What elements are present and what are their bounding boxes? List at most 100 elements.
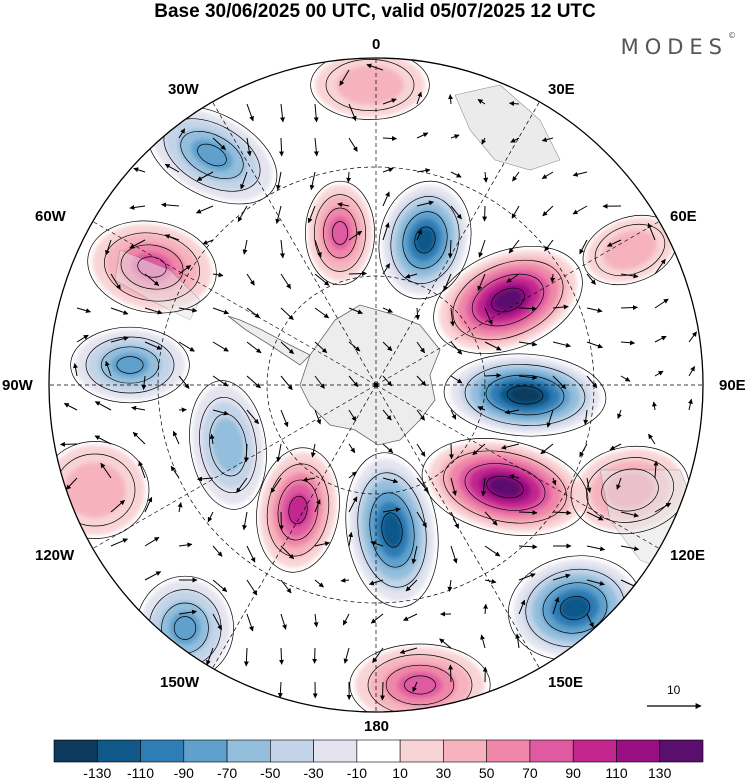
chart-title: Base 30/06/2025 00 UTC, valid 05/07/2025… xyxy=(154,1,596,22)
wind-vector-248 xyxy=(280,613,287,630)
colorbar-swatch-0 xyxy=(53,739,98,763)
wind-vector-114 xyxy=(416,341,426,354)
wind-vector-155 xyxy=(504,409,520,415)
streamline-ring-3-2 xyxy=(402,211,448,269)
wind-vector-112 xyxy=(348,341,361,352)
wind-vector-110 xyxy=(280,341,294,355)
wind-vector-57 xyxy=(279,239,285,259)
wind-vector-15 xyxy=(313,137,319,157)
wind-vector-71 xyxy=(178,264,192,275)
wind-vector-195 xyxy=(616,477,622,490)
lon-label-30w: 30W xyxy=(168,81,199,98)
wind-vector-62 xyxy=(447,239,453,259)
wind-vector-150 xyxy=(348,409,357,422)
lon-label-0: 0 xyxy=(372,36,381,53)
wind-vector-8 xyxy=(448,94,454,105)
wind-vector-69 xyxy=(110,273,121,290)
wind-vector-193 xyxy=(551,477,557,486)
wind-vector-147 xyxy=(246,409,259,425)
wind-vector-133 xyxy=(416,375,427,386)
colorbar xyxy=(53,739,704,763)
wind-vector-239 xyxy=(447,579,453,592)
streamline-ring-6-0 xyxy=(256,447,340,573)
wind-vector-59 xyxy=(348,230,363,241)
wind-vector-265 xyxy=(439,638,452,649)
streamline-ring-2-3 xyxy=(486,475,524,499)
wind-vector-271 xyxy=(380,681,386,701)
wind-vector-130 xyxy=(314,375,325,389)
wind-vector-123 xyxy=(73,363,78,377)
wind-vector-7 xyxy=(416,91,422,105)
wind-vector-105 xyxy=(110,336,129,343)
wind-vector-68 xyxy=(647,222,656,241)
wind-vector-40 xyxy=(237,205,248,223)
wind-vector-149 xyxy=(314,409,322,425)
wind-vector-77 xyxy=(382,263,391,275)
wind-vector-228 xyxy=(586,545,606,552)
streamline-ring-12-1 xyxy=(367,654,473,712)
colorbar-tick-label: -110 xyxy=(127,765,154,781)
wind-vector-16 xyxy=(348,137,358,152)
meridian-line-300 xyxy=(92,221,377,386)
wind-vector-249 xyxy=(313,613,319,628)
wind-vector-183 xyxy=(197,476,214,482)
wind-vector-34 xyxy=(512,171,520,182)
wind-vector-168 xyxy=(310,443,316,458)
wind-vector-43 xyxy=(337,202,350,208)
wind-vector-94 xyxy=(348,307,363,315)
streamline-ring-4-2 xyxy=(369,492,415,568)
streamline-ring-12-2 xyxy=(385,664,455,706)
streamline-ring-1-0 xyxy=(433,245,583,355)
wind-vector-212 xyxy=(620,511,639,518)
wind-vector-152 xyxy=(416,409,426,421)
wind-vector-223 xyxy=(411,545,418,565)
wind-vector-128 xyxy=(246,375,261,389)
wind-vector-122 xyxy=(688,331,698,343)
wind-vector-113 xyxy=(382,341,393,352)
streamline-ring-14-1 xyxy=(325,59,415,111)
wind-vector-89 xyxy=(178,307,198,313)
wind-vector-154 xyxy=(477,406,486,411)
wind-vector-118 xyxy=(552,341,571,348)
anomaly-center-11-level-5 xyxy=(560,596,590,620)
meridian-line-330 xyxy=(212,101,377,386)
streamline-ring-13-3 xyxy=(173,616,197,640)
wind-vector-233 xyxy=(246,579,258,596)
streamline-ring-12-3 xyxy=(404,675,436,695)
meridian-line-30 xyxy=(375,101,540,386)
wind-vector-88 xyxy=(144,307,163,315)
streamline-ring-7-3 xyxy=(137,256,167,278)
wind-vector-31 xyxy=(416,168,431,174)
wind-vector-115 xyxy=(450,341,463,355)
wind-vector-205 xyxy=(382,507,401,513)
lon-label-120e: 120E xyxy=(670,547,706,564)
wind-vector-254 xyxy=(482,603,488,615)
wind-vector-111 xyxy=(314,341,328,354)
south-pole-marker xyxy=(373,382,379,388)
wind-vector-225 xyxy=(484,545,501,557)
wind-vector-237 xyxy=(368,579,384,586)
anomaly-field xyxy=(49,58,703,712)
wind-vector-177 xyxy=(609,443,622,451)
wind-vector-266 xyxy=(480,634,486,649)
streamline-ring-12-0 xyxy=(349,643,491,712)
colorbar-swatch-12 xyxy=(572,739,617,763)
colorbar-swatch-10 xyxy=(486,739,531,763)
anomaly-center-1-level-6 xyxy=(493,289,523,311)
streamline-ring-8-3 xyxy=(197,143,227,167)
wind-vector-162 xyxy=(94,435,112,445)
wind-vector-72 xyxy=(212,272,224,278)
wind-vector-191 xyxy=(481,477,486,497)
meridian-line-60 xyxy=(375,221,660,386)
streamline-ring-10-0 xyxy=(189,380,267,510)
wind-vector-240 xyxy=(484,578,497,584)
wind-vector-187 xyxy=(348,471,357,479)
wind-vector-83 xyxy=(586,273,596,285)
streamline-ring-7-0 xyxy=(87,220,217,314)
wind-vector-53 xyxy=(129,239,146,249)
wind-vector-157 xyxy=(583,409,589,425)
colorbar-tick-label: 10 xyxy=(392,765,408,781)
wind-vector-76 xyxy=(348,271,367,277)
colorbar-swatch-11 xyxy=(529,739,574,763)
wind-vector-29 xyxy=(346,171,352,183)
